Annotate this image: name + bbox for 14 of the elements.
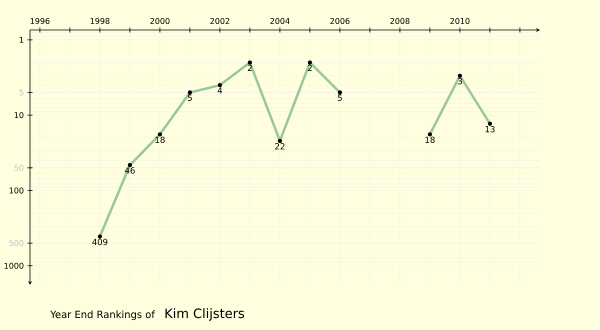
data-label: 13 [485,126,495,132]
data-label: 18 [155,136,165,143]
data-label: 4 [218,87,222,94]
data-label: 5 [338,94,342,101]
text: Kim Clijsters [165,308,244,321]
data-label: 22 [275,143,284,150]
data-label: 2 [248,64,252,71]
data-label: 46 [124,167,135,174]
data-label: 409 [92,238,108,246]
data-label: 2 [308,64,312,71]
data-label: 5 [188,94,192,101]
data-label: 3 [458,78,462,84]
data-label: 18 [425,136,435,143]
text: Year End Rankings of [50,310,156,320]
